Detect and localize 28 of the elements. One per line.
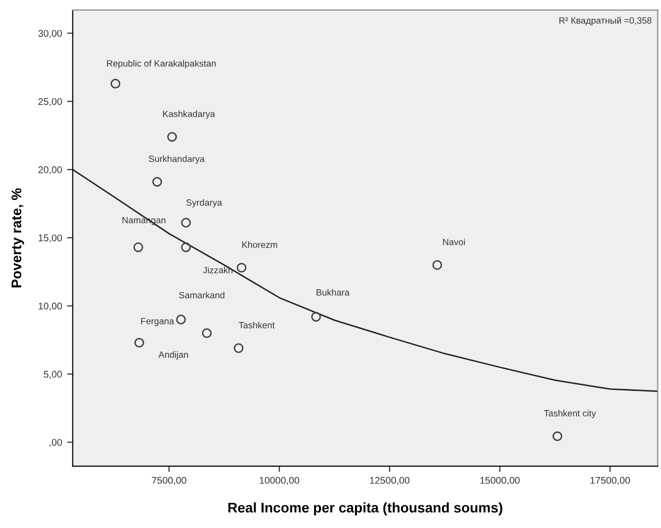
annotation: R² Квадратный =0,358 [559, 16, 652, 26]
annotation: Bukhara [316, 288, 350, 296]
annotation: Republic of Karakalpakstan [107, 60, 216, 68]
annotation: Fergana [141, 318, 174, 326]
x-tick-label: 12500,00 [370, 476, 410, 485]
annotation: Khorezm [242, 241, 278, 248]
annotation: Kashkadarya [163, 110, 216, 119]
annotation: Tashkent city [544, 410, 596, 418]
x-axis-title: Real Income per capita (thousand soums) [228, 502, 502, 516]
x-tick-label: 15000,00 [480, 476, 520, 485]
y-tick-label: 20,00 [38, 166, 62, 174]
annotation: Andijan [158, 351, 188, 360]
y-tick-label: 10,00 [38, 302, 62, 311]
y-axis-title: Poverty rate, % [12, 188, 24, 288]
x-tick-label: 7500,00 [152, 476, 186, 485]
annotation: Surkhandarya [148, 155, 205, 164]
annotation: Navoi [443, 238, 465, 246]
annotation: Syrdarya [186, 199, 222, 208]
annotation: Jizzakh [202, 266, 232, 274]
x-tick-label: 17500,00 [590, 476, 630, 485]
y-tick-label: 5,00 [44, 370, 62, 379]
annotation: Samarkand [179, 292, 224, 298]
annotation: Tashkent [238, 322, 275, 328]
x-tick-label: 10000,00 [260, 476, 300, 485]
y-tick-label: 15,00 [38, 234, 62, 242]
y-tick-label: 30,00 [38, 30, 62, 38]
y-tick-label: ,00 [50, 438, 62, 447]
y-tick-label: 25,00 [38, 98, 62, 106]
